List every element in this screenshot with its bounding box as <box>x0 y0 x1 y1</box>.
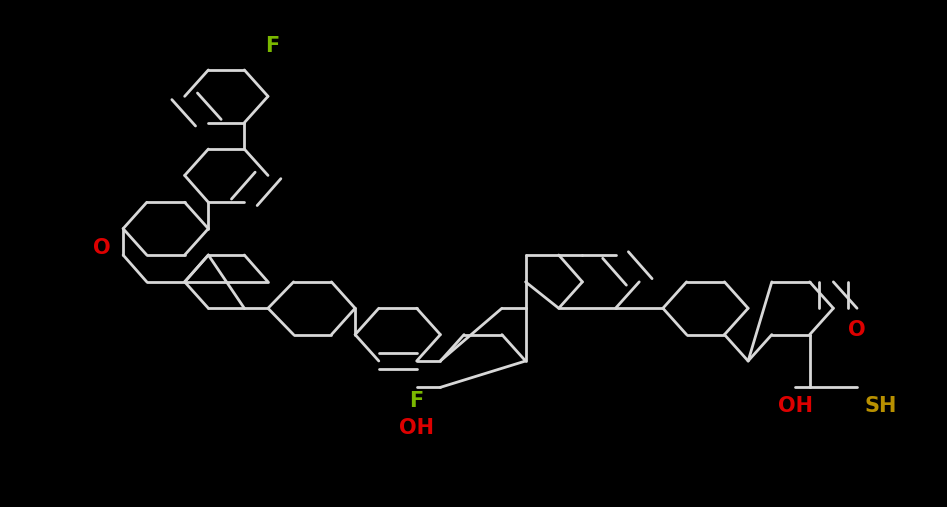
Text: OH: OH <box>778 395 813 416</box>
Text: SH: SH <box>865 395 897 416</box>
Text: O: O <box>93 238 110 259</box>
Text: OH: OH <box>400 418 434 439</box>
Text: F: F <box>409 390 424 411</box>
Text: O: O <box>849 319 866 340</box>
Text: F: F <box>264 35 279 56</box>
